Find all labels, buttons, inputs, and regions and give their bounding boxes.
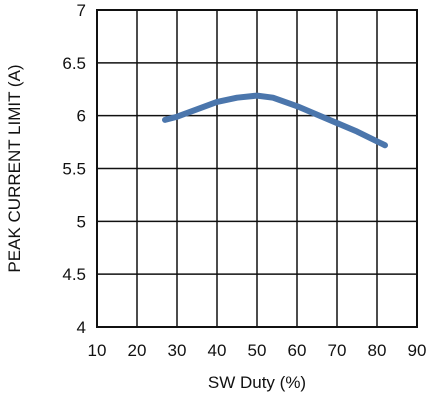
y-tick-label: 6 [77, 107, 86, 126]
tick-labels: 10 20 30 40 50 60 70 80 90 4 4.5 5 5.5 6 6.5 7 [62, 1, 426, 360]
x-tick-label: 60 [288, 341, 307, 360]
x-tick-label: 20 [128, 341, 147, 360]
y-tick-label: 5.5 [62, 160, 86, 179]
x-tick-label: 70 [328, 341, 347, 360]
x-tick-label: 30 [168, 341, 187, 360]
x-tick-label: 40 [208, 341, 227, 360]
x-tick-label: 10 [88, 341, 107, 360]
plot-frame [96, 9, 418, 328]
y-axis-label: PEAK CURRENT LIMIT (A) [5, 64, 24, 272]
y-tick-label: 4.5 [62, 265, 86, 284]
series-line [162, 92, 388, 149]
y-tick-label: 7 [77, 1, 86, 20]
y-tick-label: 6.5 [62, 54, 86, 73]
grid [96, 9, 418, 328]
x-tick-label: 50 [248, 341, 267, 360]
y-tick-label: 4 [77, 318, 86, 337]
x-tick-label: 80 [368, 341, 387, 360]
y-tick-label: 5 [77, 212, 86, 231]
series-layer [162, 92, 388, 149]
x-axis-label: SW Duty (%) [208, 373, 306, 392]
x-tick-label: 90 [408, 341, 427, 360]
